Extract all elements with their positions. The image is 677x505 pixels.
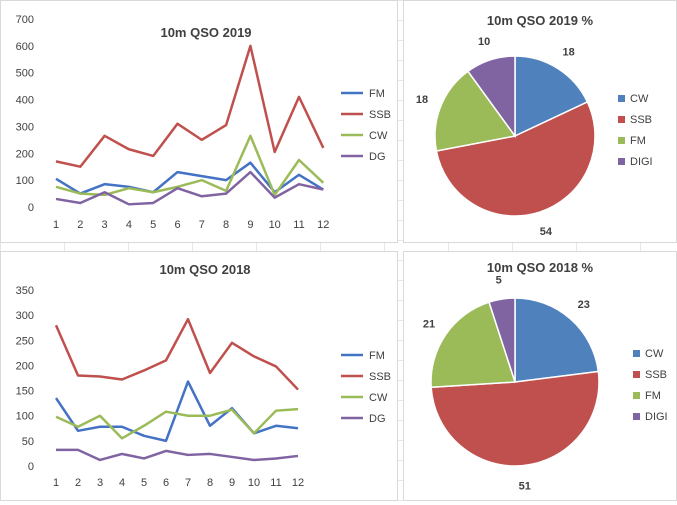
y-tick-label: 200 xyxy=(16,148,34,160)
series-line-dg xyxy=(56,448,299,462)
legend-swatch-fm xyxy=(633,392,640,399)
legend-swatch-cw xyxy=(618,95,625,102)
chart-panel-line-2019[interactable]: 10m QSO 2019 0 100 200 300 400 500 600 700 1 2 3 4 5 6… xyxy=(0,0,398,243)
y-tick-label: 600 xyxy=(16,41,34,53)
chart-panel-pie-2019[interactable]: 10m QSO 2019 % 18 CW 54 SSB 18 FM 10 DIGI xyxy=(403,0,677,243)
legend-label: FM xyxy=(369,350,385,362)
legend-label: SSB xyxy=(369,109,391,121)
legend-label: CW xyxy=(369,130,388,142)
x-tick-label: 9 xyxy=(229,477,235,489)
legend-swatch-ssb xyxy=(633,371,640,378)
x-tick-label: 1 xyxy=(53,477,59,489)
data-label: 23 xyxy=(578,299,590,311)
data-label: 18 xyxy=(416,94,428,106)
pie-slice-digi xyxy=(488,297,516,383)
legend-label: CW xyxy=(645,348,664,360)
pie-slice-fm xyxy=(434,70,517,152)
y-tick-label: 700 xyxy=(16,14,34,26)
pie-slice-cw xyxy=(514,55,589,138)
series-line-ssb xyxy=(55,44,325,168)
x-tick-label: 7 xyxy=(199,219,205,231)
x-tick-label: 5 xyxy=(150,219,156,231)
x-tick-label: 6 xyxy=(174,219,180,231)
x-tick-label: 8 xyxy=(207,477,213,489)
chart-panel-line-2018[interactable]: 10m QSO 2018 0 50 100 150 200 250 300 350 1 2 3 4 5 6 7… xyxy=(0,251,398,501)
x-tick-label: 11 xyxy=(293,219,304,231)
legend-label: DIGI xyxy=(630,156,653,168)
x-tick-label: 5 xyxy=(141,477,147,489)
chart-title: 10m QSO 2018 xyxy=(159,262,250,277)
legend-swatch-ssb xyxy=(618,116,625,123)
legend-label: CW xyxy=(369,392,388,404)
legend-label: SSB xyxy=(630,114,652,126)
y-tick-label: 50 xyxy=(22,436,34,448)
x-tick-label: 10 xyxy=(269,219,281,231)
y-tick-label: 0 xyxy=(28,461,34,473)
x-tick-label: 3 xyxy=(97,477,103,489)
data-label: 5 xyxy=(496,274,502,286)
data-label: 18 xyxy=(562,47,574,59)
x-tick-label: 4 xyxy=(126,219,132,231)
legend-label: SSB xyxy=(369,371,391,383)
series-line-ssb xyxy=(54,317,299,391)
legend-label: FM xyxy=(369,88,385,100)
legend-label: DIGI xyxy=(645,411,668,423)
y-tick-label: 100 xyxy=(16,411,34,423)
legend-label: SSB xyxy=(645,369,667,381)
y-tick-label: 300 xyxy=(16,310,34,322)
data-label: 51 xyxy=(519,481,531,493)
pie-slice-ssb xyxy=(435,100,596,217)
series-line-cw xyxy=(55,407,299,440)
x-tick-label: 2 xyxy=(77,219,83,231)
series-line-fm xyxy=(54,380,299,443)
chart-panel-pie-2018[interactable]: 10m QSO 2018 % 23 CW 51 SSB 21 FM 5 DIGI xyxy=(403,251,677,501)
x-tick-label: 1 xyxy=(53,219,59,231)
data-label: 54 xyxy=(540,226,553,238)
legend-swatch-digi xyxy=(633,413,640,420)
x-tick-label: 9 xyxy=(247,219,253,231)
y-tick-label: 0 xyxy=(28,202,34,214)
data-label: 21 xyxy=(423,319,435,331)
series-line-dg xyxy=(55,170,324,206)
y-tick-label: 200 xyxy=(16,360,34,372)
x-tick-label: 11 xyxy=(270,477,281,489)
legend-label: DG xyxy=(369,151,386,163)
x-tick-label: 10 xyxy=(248,477,260,489)
x-tick-label: 4 xyxy=(119,477,125,489)
x-tick-label: 8 xyxy=(223,219,229,231)
pie-chart-2018: 10m QSO 2018 % 23 CW 51 SSB 21 FM 5 DIGI xyxy=(423,260,668,493)
x-tick-label: 7 xyxy=(185,477,191,489)
x-tick-label: 12 xyxy=(317,219,329,231)
y-tick-label: 350 xyxy=(16,285,34,297)
x-tick-label: 3 xyxy=(102,219,108,231)
pie-slice-cw xyxy=(514,297,600,383)
chart-title: 10m QSO 2019 xyxy=(160,25,251,40)
y-tick-label: 300 xyxy=(16,121,34,133)
pie-chart-2019: 10m QSO 2019 % 18 CW 54 SSB 18 FM 10 DIGI xyxy=(416,13,653,238)
chart-title: 10m QSO 2018 % xyxy=(487,260,594,275)
y-tick-label: 250 xyxy=(16,335,34,347)
legend-label: CW xyxy=(630,93,649,105)
y-tick-label: 500 xyxy=(16,68,34,80)
data-label: 10 xyxy=(478,36,490,48)
x-tick-label: 12 xyxy=(292,477,304,489)
y-tick-label: 100 xyxy=(16,175,34,187)
pie-slice-fm xyxy=(430,301,517,389)
legend-swatch-fm xyxy=(618,137,625,144)
y-tick-label: 400 xyxy=(16,95,34,107)
pie-slice-digi xyxy=(466,55,516,139)
pie-slice-ssb xyxy=(430,370,600,467)
legend-label: DG xyxy=(369,413,386,425)
legend-swatch-cw xyxy=(633,350,640,357)
chart-title: 10m QSO 2019 % xyxy=(487,13,594,28)
y-tick-label: 150 xyxy=(16,386,34,398)
x-tick-label: 2 xyxy=(75,477,81,489)
x-tick-label: 6 xyxy=(163,477,169,489)
legend-label: FM xyxy=(645,390,661,402)
legend-swatch-digi xyxy=(618,158,625,165)
series-line-fm xyxy=(55,161,324,195)
legend-label: FM xyxy=(630,135,646,147)
